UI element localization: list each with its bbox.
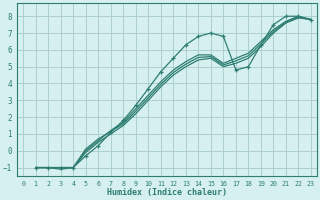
X-axis label: Humidex (Indice chaleur): Humidex (Indice chaleur): [107, 188, 227, 197]
